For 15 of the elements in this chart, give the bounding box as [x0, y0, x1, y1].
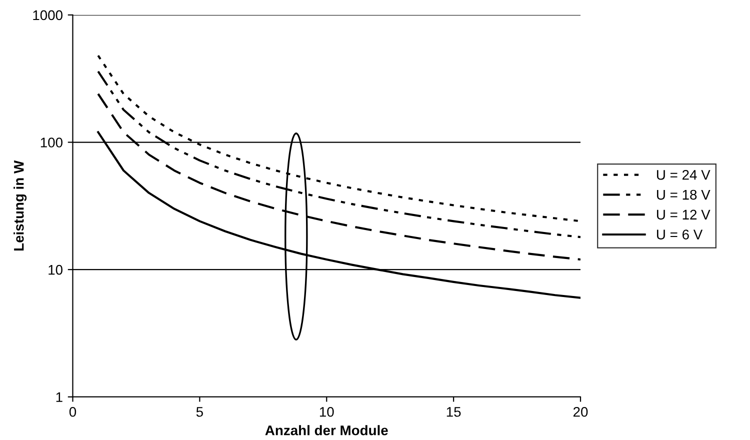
x-tick-label: 10: [320, 406, 334, 417]
x-tick-label: 5: [196, 407, 203, 417]
legend-label: U = 6 V: [657, 230, 703, 240]
x-tick-label: 15: [446, 407, 461, 417]
legend-label: U = 24 V: [657, 170, 710, 180]
legend-label: U = 12 V: [657, 210, 710, 220]
x-tick-label: 0: [69, 406, 76, 417]
legend-label: U = 18 V: [657, 190, 710, 200]
y-tick-label: 100: [40, 138, 62, 148]
y-tick-label: 1: [56, 392, 62, 402]
y-axis-title: Leistung in W: [14, 160, 27, 251]
y-tick-label: 10: [48, 264, 62, 275]
x-tick-label: 20: [573, 406, 588, 417]
y-tick-label: 1000: [33, 10, 62, 20]
x-axis-title: Anzahl der Module: [265, 425, 388, 436]
